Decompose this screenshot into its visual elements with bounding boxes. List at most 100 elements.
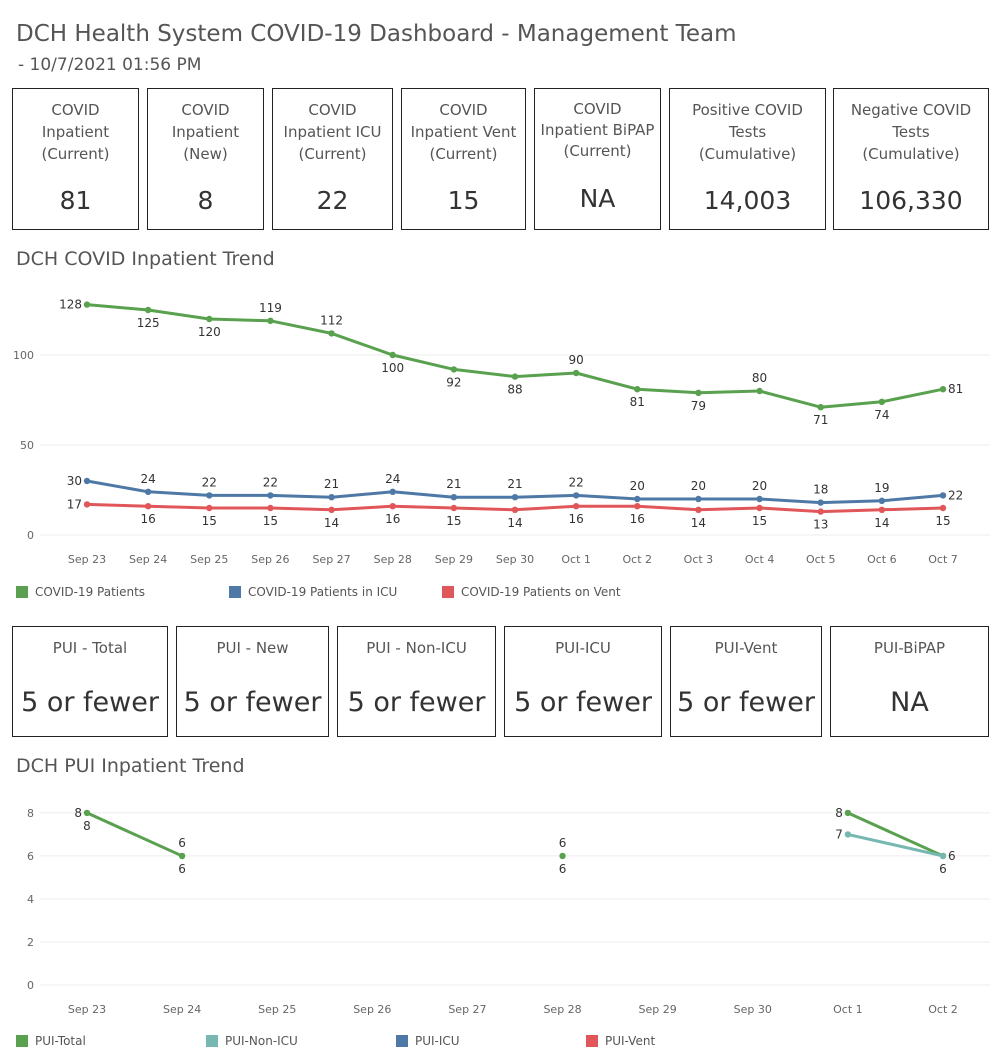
data-point (559, 852, 566, 860)
data-label: 20 (691, 479, 706, 493)
kpi-label: PUI - Non-ICU (366, 639, 467, 657)
data-point (328, 330, 335, 337)
inpatient-trend-chart: 0 50 100 Sep 23 Sep 24 Sep 25 Sep 26 Sep 27 Sep … (13, 298, 990, 566)
legend-item-pui-non-icu[interactable]: PUI-Non-ICU (206, 1034, 298, 1048)
data-point (634, 503, 641, 510)
data-label: 71 (813, 413, 828, 427)
data-label: 74 (874, 408, 889, 422)
x-tick-label: Oct 5 (806, 553, 836, 566)
data-point (83, 809, 91, 817)
x-tick-label: Sep 25 (190, 553, 228, 566)
data-label: 100 (381, 361, 404, 375)
legend-label: PUI-Total (35, 1034, 86, 1048)
data-label: 16 (569, 512, 584, 526)
kpi-card-inpatient-bipap: COVID Inpatient BiPAP (Current) NA (534, 88, 661, 230)
data-label: 17 (67, 497, 82, 511)
data-label: 80 (752, 371, 767, 385)
kpi-value: 5 or fewer (183, 687, 322, 718)
data-point (511, 373, 519, 380)
y-tick-label: 2 (27, 936, 34, 949)
data-label: 22 (263, 475, 278, 489)
kpi-card-pui-non-icu: PUI - Non-ICU 5 or fewer (337, 626, 496, 737)
kpi-value: 5 or fewer (347, 687, 486, 718)
kpi-value: 22 (316, 186, 349, 215)
data-point (878, 497, 886, 504)
x-tick-label: Sep 29 (435, 553, 473, 566)
kpi-label: PUI - Total (52, 639, 128, 657)
data-point (572, 503, 580, 510)
data-label: 8 (835, 806, 843, 820)
x-tick-label: Sep 27 (312, 553, 350, 566)
data-label: 14 (691, 516, 706, 530)
kpi-value: 106,330 (859, 186, 963, 215)
data-point (695, 506, 702, 513)
kpi-label: PUI-BiPAP (873, 639, 946, 657)
legend-swatch (206, 1035, 218, 1047)
legend-item-pui-vent[interactable]: PUI-Vent (586, 1034, 655, 1048)
kpi-card-inpatient-new: COVID Inpatient (New) 8 (147, 88, 264, 230)
kpi-card-positive-tests: Positive COVID Tests (Cumulative) 14,003 (669, 88, 826, 230)
page-subtitle: - 10/7/2021 01:56 PM (18, 55, 202, 75)
data-point (844, 831, 852, 838)
data-label: 6 (559, 836, 567, 850)
legend-label: PUI-Non-ICU (225, 1034, 298, 1048)
kpi-label: COVID Inpatient (New) (171, 101, 240, 163)
x-tick-label: Oct 4 (745, 553, 775, 566)
y-tick-label: 100 (13, 349, 34, 362)
kpi-value: 15 (447, 186, 480, 215)
data-point (144, 488, 152, 495)
legend-swatch (16, 1035, 28, 1047)
data-point (267, 492, 274, 499)
data-point (756, 504, 763, 512)
legend-item-pui-total[interactable]: PUI-Total (16, 1034, 86, 1048)
data-point (634, 386, 641, 393)
data-point (634, 495, 641, 503)
data-point (144, 306, 152, 314)
data-label: 22 (202, 475, 217, 489)
kpi-value: 14,003 (703, 186, 792, 215)
kpi-card-inpatient-icu: COVID Inpatient ICU (Current) 22 (272, 88, 393, 230)
legend-item-covid-patients[interactable]: COVID-19 Patients (16, 585, 145, 599)
data-point (939, 492, 947, 499)
data-point (878, 398, 886, 405)
x-tick-label: Oct 3 (684, 553, 714, 566)
kpi-label: COVID Inpatient BiPAP (Current) (540, 100, 655, 160)
data-point (695, 495, 702, 503)
kpi-card-pui-new: PUI - New 5 or fewer (176, 626, 329, 737)
legend-swatch (586, 1035, 598, 1047)
data-label: 81 (948, 382, 963, 396)
data-label: 18 (813, 483, 828, 497)
pui-trend-chart: 0 2 4 6 8 Sep 23 Sep 24 Sep 25 Sep 26 Sep 27 Sep 2… (27, 806, 990, 1016)
kpi-value: 5 or fewer (677, 687, 815, 718)
data-label: 20 (630, 479, 645, 493)
legend-item-pui-icu[interactable]: PUI-ICU (396, 1034, 460, 1048)
x-tick-label: Sep 26 (353, 1003, 391, 1016)
data-point (817, 508, 824, 515)
kpi-label: PUI - New (216, 639, 289, 657)
x-tick-label: Oct 6 (867, 553, 897, 566)
kpi-label: COVID Inpatient ICU (Current) (283, 101, 382, 163)
data-point (267, 317, 274, 324)
kpi-card-negative-tests: Negative COVID Tests (Cumulative) 106,33… (833, 88, 989, 230)
data-label: 7 (835, 827, 843, 841)
kpi-label: PUI-ICU (555, 639, 611, 657)
data-label: 22 (569, 475, 584, 489)
data-label: 88 (507, 383, 522, 397)
data-label: 128 (59, 298, 82, 312)
kpi-card-pui-vent: PUI-Vent 5 or fewer (670, 626, 822, 737)
data-label: 21 (446, 477, 461, 491)
y-tick-label: 0 (27, 979, 34, 992)
data-point (206, 504, 213, 512)
legend-item-covid-icu[interactable]: COVID-19 Patients in ICU (229, 585, 397, 599)
data-label: 8 (74, 806, 82, 820)
legend-item-covid-vent[interactable]: COVID-19 Patients on Vent (442, 585, 621, 599)
kpi-value: NA (579, 184, 616, 213)
data-point (511, 494, 519, 501)
x-tick-label: Sep 23 (68, 553, 106, 566)
y-tick-label: 6 (27, 850, 34, 863)
series-line-0 (847, 811, 944, 858)
x-tick-label: Oct 2 (928, 1003, 958, 1016)
data-point (450, 494, 458, 501)
kpi-card-inpatient-current: COVID Inpatient (Current) 81 (12, 88, 139, 230)
x-tick-label: Sep 29 (639, 1003, 677, 1016)
